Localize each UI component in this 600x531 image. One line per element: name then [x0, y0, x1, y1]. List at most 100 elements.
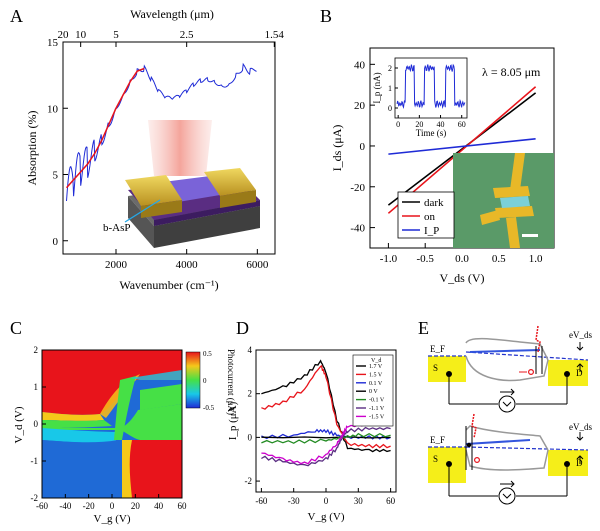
- panel-d-legend-label: -1.1 V: [369, 406, 385, 412]
- panel-label-a: A: [10, 6, 23, 26]
- panel-b-inset-x-tick-label: 0: [396, 120, 400, 129]
- panel-b-inset-x-tick-label: 20: [415, 120, 423, 129]
- panel-e-upper-source: S: [433, 363, 438, 373]
- panel-e-upper-drain: D: [576, 368, 583, 378]
- panel-b-x-tick-label: 0.0: [455, 253, 469, 265]
- panel-a-top-tick-label: 5: [113, 29, 119, 41]
- panel-b-y-tick-label: 40: [354, 59, 366, 71]
- panel-c-y-tick-label: -1: [31, 456, 39, 466]
- panel-d-series-line: [261, 426, 391, 467]
- panel-a-plot-frame: [62, 41, 276, 255]
- panel-b-inset: 0 20 40 60 0 1 2: [388, 63, 466, 129]
- panel-d-x-tick-label: 60: [386, 496, 396, 506]
- panel-c-ylabel: V_d (V): [13, 406, 25, 443]
- panel-b-legend: dark on I_P: [402, 197, 444, 237]
- panel-d-legend-label: 1.5 V: [369, 372, 383, 378]
- panel-b-legend-label: on: [424, 211, 436, 223]
- panel-e-lower-vds: eV_ds: [569, 422, 592, 432]
- panel-c-x-tick-label: 20: [131, 501, 141, 511]
- panel-c-y-tick-label: 0: [34, 419, 39, 429]
- panel-b-legend-label: dark: [424, 197, 444, 209]
- panel-b-x-tick-label: 0.5: [492, 253, 506, 265]
- panel-a-series-fit: [65, 67, 145, 189]
- panel-d-y-tick-label: 0: [248, 432, 253, 442]
- panel-b-inset-y-tick-label: 2: [388, 64, 392, 73]
- panel-b-y-tick-label: -40: [350, 223, 365, 235]
- panel-c-colorbar: [185, 351, 201, 409]
- panel-c-colorbar-tick-label: 0.5: [203, 350, 212, 358]
- panel-d-y-tick-label: -2: [245, 476, 253, 486]
- panel-c-axes: -60 -40 -20 0 20 40 60 -2 -1 0 1 2: [31, 345, 188, 511]
- panel-c-heatmap: [42, 350, 182, 498]
- panel-d-x-tick-label: 0: [324, 496, 329, 506]
- panel-d-legend: 1.7 V 1.5 V 0.1 V 0 V -0.1 V -1.1 V -1.5 V: [356, 364, 385, 420]
- panel-a-x-tick-label: 6000: [246, 259, 269, 271]
- panel-e-upper-fermi: E_F: [430, 344, 445, 354]
- panel-a-series: [65, 62, 257, 202]
- panel-c-colorbar-ticks: 0.5 0 -0.5: [203, 350, 215, 412]
- panel-a-y-tick-label: 5: [53, 170, 59, 182]
- panel-b-inset-y-tick-label: 0: [388, 104, 392, 113]
- panel-c-xlabel: V_g (V): [94, 513, 131, 525]
- panel-c-y-tick-label: 1: [34, 382, 39, 392]
- panel-a-top-tick-label: 2.5: [180, 29, 194, 41]
- panel-b-micrograph: [453, 153, 554, 248]
- panel-b-x-tick-label: 1.0: [529, 253, 543, 265]
- panel-label-c: C: [10, 318, 22, 338]
- panel-a-y-tick-label: 15: [47, 37, 59, 49]
- panel-d-y-tick-label: 2: [248, 389, 253, 399]
- panel-d-series-line: [261, 432, 391, 444]
- panel-a-top-tick-label: 20: [58, 29, 70, 41]
- panel-b-legend-label: I_P: [424, 225, 439, 237]
- panel-d-x-tick-label: -60: [255, 496, 267, 506]
- panel-b-inset-ylabel: I_p (nA): [372, 72, 382, 103]
- panel-c-colorbar-tick-label: -0.5: [203, 404, 215, 412]
- panel-b-y-tick-label: 0: [360, 141, 366, 153]
- panel-c-y-tick-label: 2: [34, 345, 39, 355]
- panel-d-xlabel: V_g (V): [308, 511, 345, 523]
- panel-a-xlabel: Wavenumber (cm⁻¹): [119, 278, 218, 292]
- panel-b-inset-x-tick-label: 60: [458, 120, 466, 129]
- panel-b-inset-y-tick-label: 1: [388, 84, 392, 93]
- panel-c-colorbar-label: Photocurrent (μA): [226, 349, 236, 415]
- panel-a-top-tick-label: 1.54: [265, 29, 285, 41]
- panel-a-x-tick-label: 4000: [176, 259, 199, 271]
- panel-c-x-tick-label: 60: [178, 501, 188, 511]
- panel-e-upper-vds: eV_ds: [569, 330, 592, 340]
- panel-d-series-line: [261, 359, 391, 453]
- panel-d-legend-title: V_d: [371, 358, 381, 364]
- panel-label-b: B: [320, 6, 332, 26]
- panel-d-legend-label: -1.5 V: [369, 414, 385, 420]
- panel-c-colorbar-tick-label: 0: [203, 377, 207, 385]
- panel-c-x-tick-label: -20: [83, 501, 95, 511]
- panel-label-d: D: [236, 318, 249, 338]
- panel-c-x-tick-label: 40: [154, 501, 164, 511]
- panel-c-x-tick-label: -40: [59, 501, 71, 511]
- panel-d-axes: -60 -30 0 30 60 -2 0 2 4: [245, 345, 396, 506]
- panel-a-ylabel: Absorption (%): [25, 111, 39, 186]
- panel-a-y-tick-label: 10: [47, 103, 59, 115]
- panel-e-lower-source: S: [433, 454, 438, 464]
- panel-e-upper-diagram: [428, 325, 589, 413]
- panel-d-legend-label: 0 V: [369, 389, 378, 395]
- panel-d-y-tick-label: 4: [248, 345, 253, 355]
- panel-d-x-tick-label: 30: [354, 496, 364, 506]
- panel-a-x-tick-label: 2000: [105, 259, 128, 271]
- panel-e-lower-drain: D: [576, 458, 583, 468]
- panel-a-top-xlabel: Wavelength (μm): [130, 7, 214, 21]
- panel-a-top-tick-label: 10: [75, 29, 87, 41]
- panel-b-x-tick-label: -1.0: [380, 253, 398, 265]
- panel-d-x-tick-label: -30: [288, 496, 300, 506]
- panel-a-inset-label: b-AsP: [103, 222, 131, 234]
- panel-label-e: E: [418, 318, 429, 338]
- panel-d-series-line: [261, 364, 391, 449]
- panel-e-lower-fermi: E_F: [430, 435, 445, 445]
- panel-d-legend-label: 1.7 V: [369, 364, 383, 370]
- panel-b-inset-xlabel: Time (s): [416, 128, 446, 138]
- panel-d-legend-label: 0.1 V: [369, 381, 383, 387]
- panel-c-y-tick-label: -2: [31, 493, 39, 503]
- panel-b-y-tick-label: 20: [354, 100, 366, 112]
- panel-d-ylabel: I_p (μA): [227, 401, 239, 440]
